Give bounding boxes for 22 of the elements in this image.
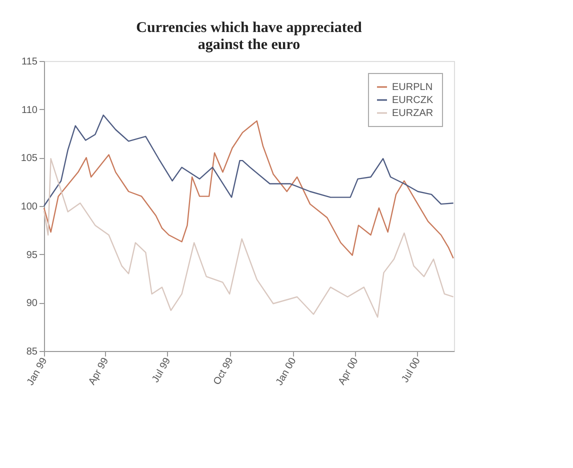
y-tick-label: 85 [26,346,38,358]
y-tick-label: 110 [22,104,38,116]
text: against the euro [198,37,300,53]
text: Currencies which have appreciated [136,20,362,36]
x-tick-label: Oct 99 [212,356,236,388]
y-tick-label: 100 [20,202,38,212]
x-tick-label: Jan 00 [274,356,299,388]
y-tick-label: 90 [26,298,38,310]
x-tick-label: Apr 00 [336,356,361,388]
line-series [43,120,454,259]
y-tick-label: 105 [20,153,38,164]
x-tick-label: Jul 00 [400,356,424,385]
legend-label: EURCZK [392,95,434,106]
y-tick-label: 115 [22,56,38,68]
x-tick-label: Jan 99 [25,356,50,388]
legend-label: EURZAR [392,108,434,119]
line-series [43,158,454,318]
line-series [43,114,454,207]
y-tick-label: 95 [26,250,38,261]
x-tick-label: Apr 99 [86,356,112,388]
x-tick-label: Jul 99 [150,356,174,385]
legend-label: EURPLN [392,82,433,93]
